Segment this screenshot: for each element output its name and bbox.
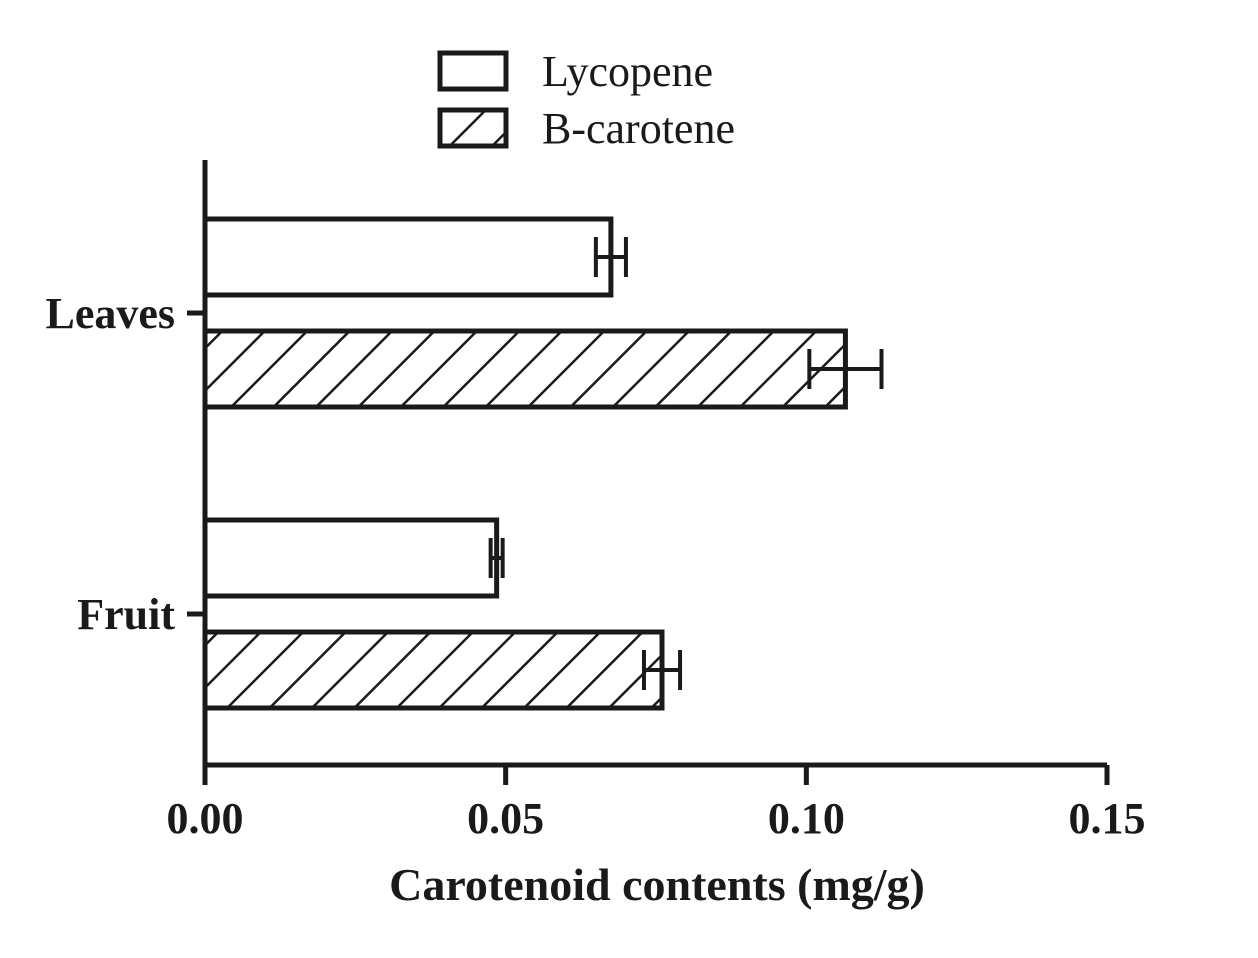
x-tick-label: 0.05	[467, 794, 544, 843]
legend-label-lycopene: Lycopene	[542, 47, 713, 96]
legend-item-b-carotene: B-carotene	[437, 104, 735, 153]
x-axis: 0.00 0.05 0.10 0.15	[167, 762, 1146, 843]
error-bar-fruit-lycopene	[488, 538, 505, 578]
bar-leaves-lycopene	[202, 216, 614, 298]
legend-item-lycopene: Lycopene	[437, 47, 713, 96]
bar-fruit-b-carotene	[202, 629, 665, 711]
legend-swatch-lycopene	[437, 50, 509, 92]
plot-area	[202, 216, 884, 711]
y-tick-label-fruit: Fruit	[77, 590, 175, 639]
error-bar-fruit-b-carotene	[641, 650, 683, 690]
legend: Lycopene B-carotene	[437, 47, 735, 153]
x-tick-label: 0.00	[167, 794, 244, 843]
bar-leaves-b-carotene	[202, 328, 848, 410]
y-axis: Leaves Fruit	[45, 160, 208, 785]
x-tick-label: 0.15	[1069, 794, 1146, 843]
error-bar-leaves-lycopene	[593, 237, 628, 277]
error-bar-leaves-b-carotene	[807, 349, 884, 389]
legend-swatch-b-carotene	[437, 107, 509, 149]
x-axis-title: Carotenoid contents (mg/g)	[389, 859, 925, 910]
bar-fruit-lycopene	[202, 517, 500, 599]
legend-label-b-carotene: B-carotene	[542, 104, 735, 153]
x-tick-label: 0.10	[768, 794, 845, 843]
y-tick-label-leaves: Leaves	[45, 289, 175, 338]
